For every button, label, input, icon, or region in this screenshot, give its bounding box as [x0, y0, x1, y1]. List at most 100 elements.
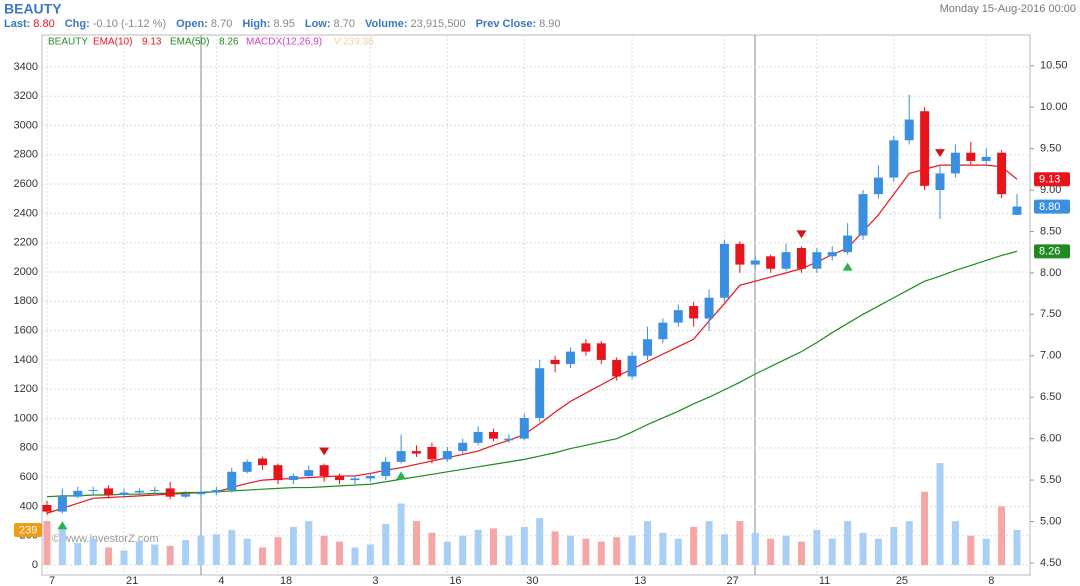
volume-bar [643, 521, 651, 566]
candle-body [150, 490, 160, 492]
volume-bar [536, 518, 544, 566]
candle-body [412, 451, 422, 454]
volume-bar [366, 544, 374, 566]
volume-bar [228, 529, 236, 566]
legend-ema50-value: 8.26 [219, 37, 239, 48]
candle-body [381, 461, 391, 476]
left-tick-label: 0 [32, 559, 38, 571]
candle-body [165, 488, 175, 497]
right-tick-label: 10.50 [1040, 60, 1068, 72]
candle-body [458, 442, 468, 452]
candle-body [473, 432, 483, 443]
candle-body [104, 488, 114, 496]
candle-body [719, 243, 729, 298]
candle-body [812, 252, 822, 269]
volume-bar [397, 503, 405, 566]
stat-label: Prev Close: [476, 18, 537, 30]
volume-bar [243, 538, 251, 566]
volume-bar [844, 521, 852, 566]
candle-body [365, 475, 375, 479]
volume-bar [674, 538, 682, 566]
candle-body [288, 475, 298, 481]
right-tick-label: 6.50 [1040, 391, 1061, 403]
volume-bar [520, 526, 528, 566]
value-badge-label: 8.26 [1039, 246, 1060, 258]
candle-body [134, 490, 144, 493]
candle-body [273, 465, 283, 481]
right-tick-label: 10.00 [1040, 101, 1068, 113]
candle-body [873, 177, 883, 195]
volume-bar [413, 521, 421, 566]
x-tick-label: 4 [218, 575, 224, 586]
volume-bar [890, 526, 898, 566]
buy-signal [842, 262, 853, 271]
stat-label: Last: [4, 18, 30, 30]
stat-value: 8.70 [211, 18, 232, 30]
volume-bar [351, 547, 359, 566]
volume-bar [705, 521, 713, 566]
x-tick-label: 27 [726, 575, 738, 586]
sell-signal [319, 447, 330, 456]
left-tick-label: 2600 [14, 178, 38, 190]
stat-value: 8.80 [33, 18, 54, 30]
volume-bar [443, 541, 451, 566]
volume-bar [998, 506, 1006, 566]
left-tick-label: 800 [20, 442, 38, 454]
candle-body [612, 359, 622, 377]
right-tick-label: 5.50 [1040, 474, 1061, 486]
volume-bar [936, 463, 944, 566]
volume-bar [813, 529, 821, 566]
volume-bar [905, 521, 913, 566]
candle-body [904, 119, 914, 141]
volume-bar [720, 534, 728, 566]
ema-line [46, 250, 1018, 498]
volume-bar [166, 545, 174, 566]
volume-bar [828, 538, 836, 566]
volume-bar [151, 544, 159, 566]
volume-bar [336, 541, 344, 566]
volume-bar [182, 540, 190, 566]
candle-body [642, 339, 652, 356]
candle-body [88, 490, 98, 492]
candle-body [519, 417, 529, 439]
candle-body [966, 152, 976, 161]
volume-bar [767, 538, 775, 566]
candle-body [997, 152, 1007, 195]
value-badge [1034, 199, 1070, 214]
volume-bar [289, 526, 297, 566]
volume-bar [382, 524, 390, 566]
volume-bar [259, 547, 267, 566]
volume-bar [797, 541, 805, 566]
candle-body [319, 465, 329, 476]
candle-body [489, 432, 499, 439]
stat-value: -0.10 (-1.12 %) [93, 18, 166, 30]
right-tick-label: 7.00 [1040, 350, 1061, 362]
stats: Last: 8.80 Chg: -0.10 (-1.12 %) Open: 8.70 Hig… [4, 18, 561, 30]
left-tick-label: 3000 [14, 119, 38, 131]
right-tick-label: 9.50 [1040, 142, 1061, 154]
ema-line [46, 164, 1018, 514]
candle-body [242, 461, 252, 472]
volume-bar [505, 535, 513, 566]
left-tick-label: 400 [20, 500, 38, 512]
volume-bar [274, 537, 282, 566]
candle-body [42, 504, 52, 512]
legend-symbol: BEAUTY [48, 37, 88, 48]
volume-bar [490, 528, 498, 566]
volume-bar [89, 538, 97, 566]
volume-bar [874, 538, 882, 566]
candle-body [1012, 206, 1022, 215]
x-tick-label: 30 [526, 575, 538, 586]
candle-body [550, 359, 560, 365]
left-tick-label: 2200 [14, 237, 38, 249]
value-badge [14, 523, 42, 538]
symbol-title: BEAUTY [4, 1, 62, 17]
left-tick-label: 600 [20, 471, 38, 483]
stat-value: 8.70 [334, 18, 355, 30]
volume-bar [951, 521, 959, 566]
buy-signal [57, 521, 68, 530]
right-tick-label: 9.00 [1040, 184, 1061, 196]
stat-value: 23,915,500 [411, 18, 466, 30]
candle-body [889, 140, 899, 178]
